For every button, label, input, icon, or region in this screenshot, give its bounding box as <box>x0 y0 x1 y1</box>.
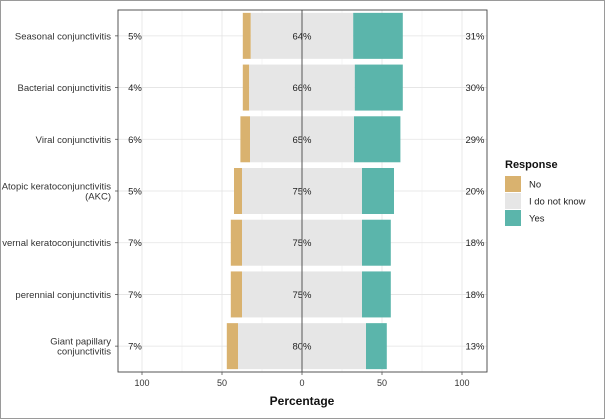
label-no-percent: 4% <box>128 83 142 94</box>
legend-entry-label: No <box>529 180 541 191</box>
label-yes-percent: 31% <box>465 31 485 42</box>
category-label: conjunctivitis <box>57 347 111 358</box>
bar-yes <box>362 168 394 214</box>
bar-no <box>230 271 242 318</box>
category-label: Seasonal conjunctivitis <box>15 31 111 42</box>
x-tick-label: 0 <box>299 378 304 388</box>
bar-yes <box>362 219 391 266</box>
label-no-percent: 6% <box>128 135 142 146</box>
legend-swatch <box>505 193 521 209</box>
x-tick-label: 100 <box>134 378 149 388</box>
x-tick-label: 50 <box>217 378 227 388</box>
bar-no <box>226 323 238 370</box>
category-label: Viral conjunctivitis <box>36 135 112 146</box>
plot-panel-border <box>117 9 488 373</box>
bar-yes <box>366 323 387 370</box>
category-label: Giant papillary <box>50 337 111 348</box>
bar-yes <box>354 116 401 163</box>
bar-no <box>240 116 250 163</box>
legend-entry-label: I do not know <box>529 197 586 208</box>
label-no-percent: 7% <box>128 290 142 301</box>
category-label: vernal keratoconjunctivitis <box>2 238 111 249</box>
category-label: (AKC) <box>85 192 111 203</box>
legend-swatch <box>505 176 521 192</box>
label-yes-percent: 29% <box>465 135 485 146</box>
bar-no <box>230 219 242 266</box>
bar-yes <box>353 12 403 59</box>
legend-swatch <box>505 210 521 226</box>
label-yes-percent: 20% <box>465 187 485 198</box>
bar-yes <box>354 64 403 111</box>
label-yes-percent: 18% <box>465 238 485 249</box>
bar-no <box>234 168 242 214</box>
label-yes-percent: 13% <box>465 342 485 353</box>
label-no-percent: 7% <box>128 238 142 249</box>
bar-yes <box>362 271 391 318</box>
x-tick-label: 50 <box>377 378 387 388</box>
x-tick-label: 100 <box>454 378 469 388</box>
category-label: Atopic keratoconjunctivitis <box>2 182 112 193</box>
label-yes-percent: 30% <box>465 83 485 94</box>
bar-no <box>242 12 251 59</box>
bar-no <box>242 64 250 111</box>
x-axis-title: Percentage <box>270 394 335 408</box>
legend-entry-label: Yes <box>529 214 545 225</box>
label-no-percent: 5% <box>128 187 142 198</box>
category-label: Bacterial conjunctivitis <box>18 83 112 94</box>
label-yes-percent: 18% <box>465 290 485 301</box>
category-label: perennial conjunctivitis <box>15 290 111 301</box>
legend-title: Response <box>505 159 558 171</box>
label-no-percent: 5% <box>128 31 142 42</box>
label-no-percent: 7% <box>128 342 142 353</box>
